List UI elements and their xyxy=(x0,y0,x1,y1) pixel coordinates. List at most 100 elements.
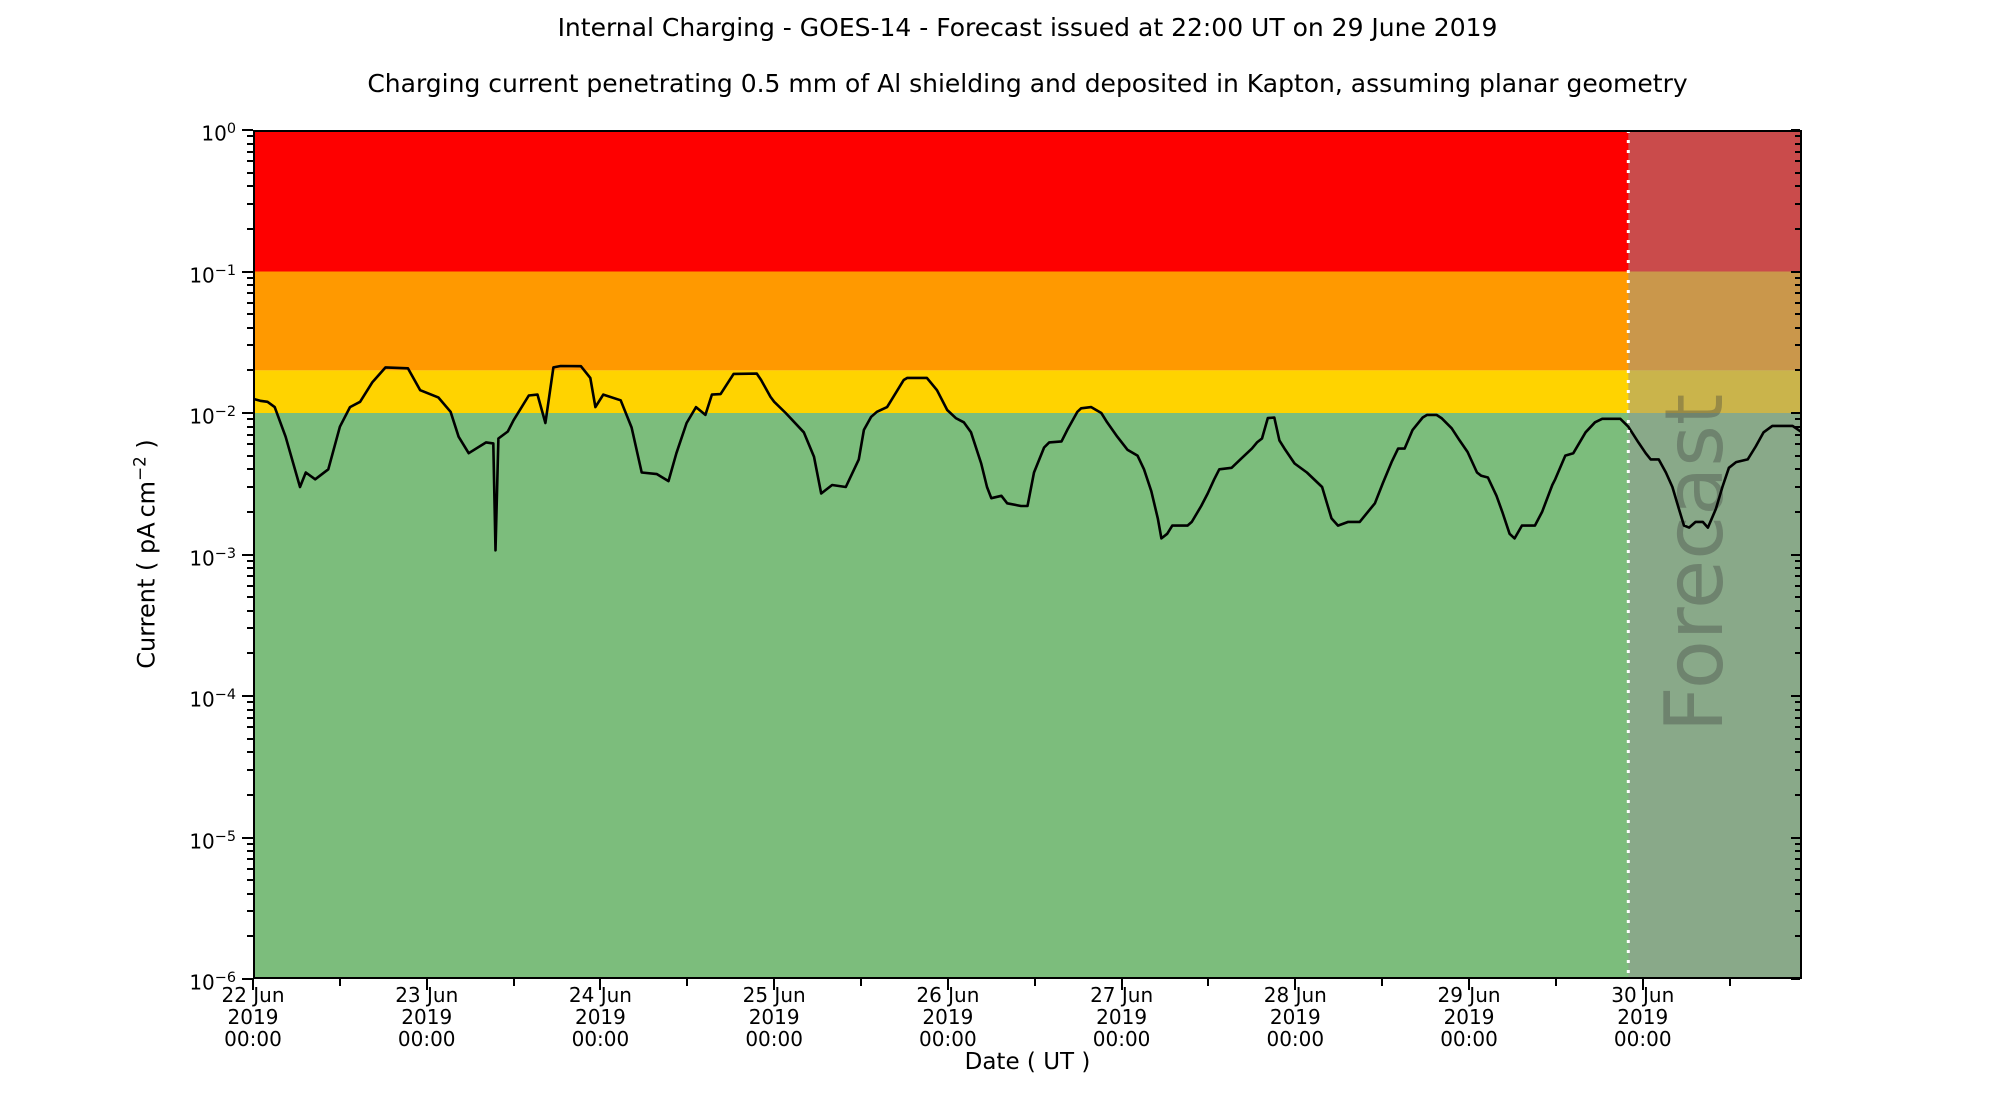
x-tick-label: 28 Jun 2019 00:00 xyxy=(1225,984,1365,1050)
x-tick-label-line: 2019 xyxy=(401,1005,453,1029)
y-minor-tick-left xyxy=(247,326,253,329)
x-major-tick xyxy=(946,979,949,990)
x-tick-label: 24 Jun 2019 00:00 xyxy=(530,984,670,1050)
y-minor-tick-left xyxy=(247,227,253,230)
y-minor-tick-left xyxy=(247,935,253,938)
y-axis-label-text: Current ( pA cm xyxy=(132,480,161,669)
y-minor-tick-left xyxy=(247,768,253,771)
x-minor-tick xyxy=(1207,979,1210,986)
y-minor-tick-right xyxy=(1795,326,1800,329)
y-minor-tick-left xyxy=(247,716,253,719)
y-major-tick-left xyxy=(242,412,253,414)
y-minor-tick-left xyxy=(247,292,253,295)
y-minor-tick-right xyxy=(1795,276,1800,279)
y-minor-tick-right xyxy=(1795,171,1800,174)
chart-subtitle: Charging current penetrating 0.5 mm of A… xyxy=(367,69,1688,98)
y-minor-tick-left xyxy=(247,418,253,421)
forecast-overlay xyxy=(1628,130,1802,979)
y-minor-tick-left xyxy=(247,879,253,882)
y-minor-tick-left xyxy=(247,737,253,740)
y-minor-tick-left xyxy=(247,369,253,372)
y-minor-tick-right xyxy=(1795,751,1800,754)
y-minor-tick-left xyxy=(247,301,253,304)
x-major-tick xyxy=(773,979,776,990)
y-minor-tick-right xyxy=(1795,418,1800,421)
y-major-tick-right xyxy=(1791,978,1800,980)
y-minor-tick-right xyxy=(1795,737,1800,740)
y-minor-tick-right xyxy=(1795,867,1800,870)
y-minor-tick-right xyxy=(1795,559,1800,562)
x-major-tick xyxy=(252,979,254,990)
y-minor-tick-left xyxy=(247,609,253,612)
y-minor-tick-right xyxy=(1795,135,1800,138)
forecast-watermark: Forecast xyxy=(1648,394,1741,733)
y-major-tick-right xyxy=(1791,836,1800,839)
x-major-tick xyxy=(1120,979,1123,990)
y-minor-tick-left xyxy=(247,443,253,446)
y-minor-tick-right xyxy=(1795,842,1800,845)
x-tick-label: 22 Jun 2019 00:00 xyxy=(183,984,323,1050)
y-minor-tick-right xyxy=(1795,609,1800,612)
x-tick-label-line: 00:00 xyxy=(571,1027,630,1051)
x-tick-label-line: 00:00 xyxy=(1440,1027,1498,1051)
y-minor-tick-left xyxy=(247,910,253,913)
series-charging-current xyxy=(253,364,1802,552)
y-minor-tick-left xyxy=(247,793,253,796)
y-minor-tick-left xyxy=(247,726,253,729)
y-minor-tick-right xyxy=(1795,142,1800,145)
y-minor-tick-right xyxy=(1795,454,1800,457)
plot-area: Forecast xyxy=(253,130,1802,979)
y-minor-tick-left xyxy=(247,454,253,457)
y-minor-tick-left xyxy=(247,842,253,845)
y-minor-tick-left xyxy=(247,701,253,704)
y-minor-tick-right xyxy=(1795,910,1800,913)
y-minor-tick-right xyxy=(1795,596,1800,599)
y-minor-tick-right xyxy=(1795,292,1800,295)
x-tick-label: 25 Jun 2019 00:00 xyxy=(704,984,844,1050)
y-minor-tick-left xyxy=(247,567,253,570)
y-minor-tick-left xyxy=(247,575,253,578)
y-minor-tick-left xyxy=(247,344,253,347)
y-minor-tick-left xyxy=(247,171,253,174)
y-minor-tick-left xyxy=(247,559,253,562)
chart-title: Internal Charging - GOES-14 - Forecast i… xyxy=(557,13,1498,42)
y-minor-tick-right xyxy=(1795,768,1800,771)
y-axis-label-suffix: ) xyxy=(132,439,161,457)
x-tick-label-line: 00:00 xyxy=(919,1027,977,1051)
y-major-tick-right xyxy=(1791,553,1800,556)
y-major-tick-right xyxy=(1791,695,1800,697)
x-tick-label-line: 2019 xyxy=(922,1005,974,1029)
y-minor-tick-right xyxy=(1795,284,1800,287)
y-major-tick-right xyxy=(1791,129,1800,131)
y-major-tick-left xyxy=(242,129,253,131)
y-minor-tick-left xyxy=(247,850,253,853)
x-tick-label-line: 27 Jun xyxy=(1090,983,1154,1007)
x-tick-label: 27 Jun 2019 00:00 xyxy=(1052,984,1192,1050)
x-tick-label-line: 2019 xyxy=(748,1005,800,1029)
band-orange-alert xyxy=(253,271,1802,371)
band-red-alert xyxy=(253,130,1802,272)
y-minor-tick-left xyxy=(247,284,253,287)
y-minor-tick-left xyxy=(247,627,253,630)
x-major-tick xyxy=(425,979,428,990)
y-minor-tick-right xyxy=(1795,575,1800,578)
x-major-tick xyxy=(1468,979,1471,990)
y-tick-label: 10−6 xyxy=(189,970,236,995)
x-axis-label: Date ( UT ) xyxy=(964,1049,1091,1075)
y-minor-tick-right xyxy=(1795,567,1800,570)
y-minor-tick-right xyxy=(1795,160,1800,163)
x-minor-tick xyxy=(860,979,863,986)
y-minor-tick-left xyxy=(247,142,253,145)
y-major-tick-left xyxy=(242,270,253,273)
x-tick-label-line: 2019 xyxy=(1269,1005,1321,1029)
x-tick-label-line: 2019 xyxy=(227,1005,279,1029)
x-tick-label: 23 Jun 2019 00:00 xyxy=(357,984,497,1050)
y-minor-tick-right xyxy=(1795,726,1800,729)
y-minor-tick-left xyxy=(247,425,253,428)
y-minor-tick-left xyxy=(247,751,253,754)
y-minor-tick-right xyxy=(1795,584,1800,587)
y-minor-tick-right xyxy=(1795,202,1800,205)
x-minor-tick xyxy=(338,979,341,986)
x-tick-label-line: 2019 xyxy=(1443,1005,1495,1029)
